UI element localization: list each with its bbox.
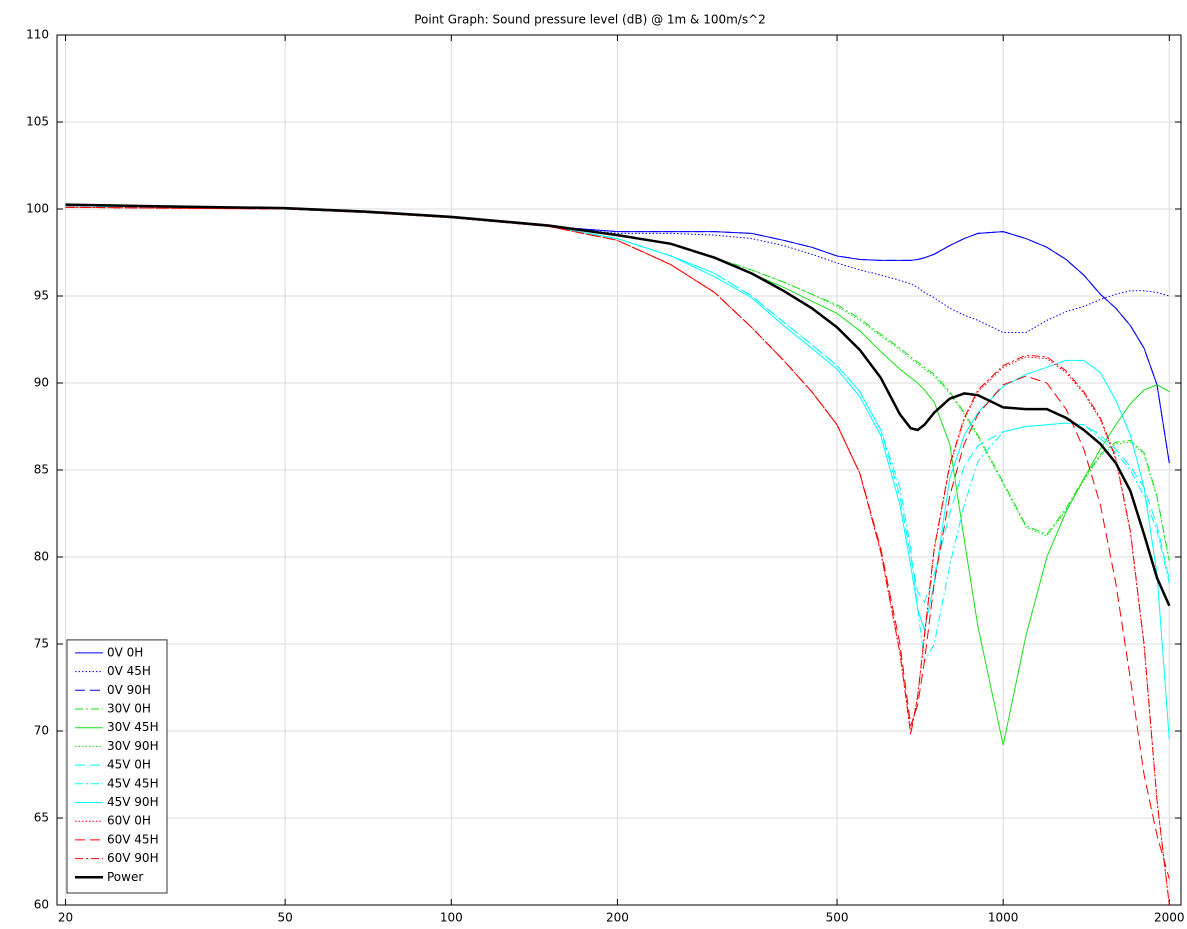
series-line (65, 203, 1171, 607)
series-line (65, 206, 1170, 905)
y-tick-label: 95 (34, 289, 49, 303)
legend-label: 0V 0H (107, 645, 143, 659)
x-tick-label: 200 (606, 911, 629, 925)
plot-frame (56, 34, 1182, 906)
legend-label: 60V 90H (107, 851, 159, 865)
legend-label: 30V 45H (107, 720, 159, 734)
x-tick-label: 50 (278, 911, 293, 925)
legend-label: 0V 90H (107, 683, 151, 697)
x-tick-label: 2000 (1154, 911, 1185, 925)
legend-box (66, 639, 168, 894)
chart-title: Point Graph: Sound pressure level (dB) @… (414, 13, 766, 27)
series-line (65, 205, 1170, 740)
legend-label: 60V 45H (107, 832, 159, 846)
y-tick-label: 75 (34, 637, 49, 651)
x-tick-label: 20 (58, 911, 73, 925)
y-tick-label: 80 (34, 550, 49, 564)
series-line (65, 205, 1170, 464)
legend-label: 60V 0H (107, 814, 151, 828)
y-tick-label: 90 (34, 376, 49, 390)
x-tick-label: 1000 (988, 911, 1019, 925)
legend-label: 0V 45H (107, 664, 151, 678)
legend-label: 45V 90H (107, 795, 159, 809)
plot-area (65, 203, 1171, 905)
legend: 0V 0H 0V 45H 0V 90H 30V 0H 30V 45H 30V 90H 45V… (66, 639, 168, 894)
legend-label: 30V 0H (107, 702, 151, 716)
x-tick-label: 100 (440, 911, 463, 925)
y-tick-label: 85 (34, 463, 49, 477)
y-tick-label: 100 (26, 202, 49, 216)
legend-label: Power (107, 870, 143, 884)
legend-label: 45V 45H (107, 776, 159, 790)
y-tick-label: 70 (34, 724, 49, 738)
legend-label: 45V 0H (107, 758, 151, 772)
y-tick-label: 105 (26, 115, 49, 129)
x-tick-label: 500 (826, 911, 849, 925)
legend-label: 30V 90H (107, 739, 159, 753)
y-tick-label: 60 (34, 898, 49, 912)
y-tick-label: 110 (26, 28, 49, 42)
y-tick-label: 65 (34, 811, 49, 825)
